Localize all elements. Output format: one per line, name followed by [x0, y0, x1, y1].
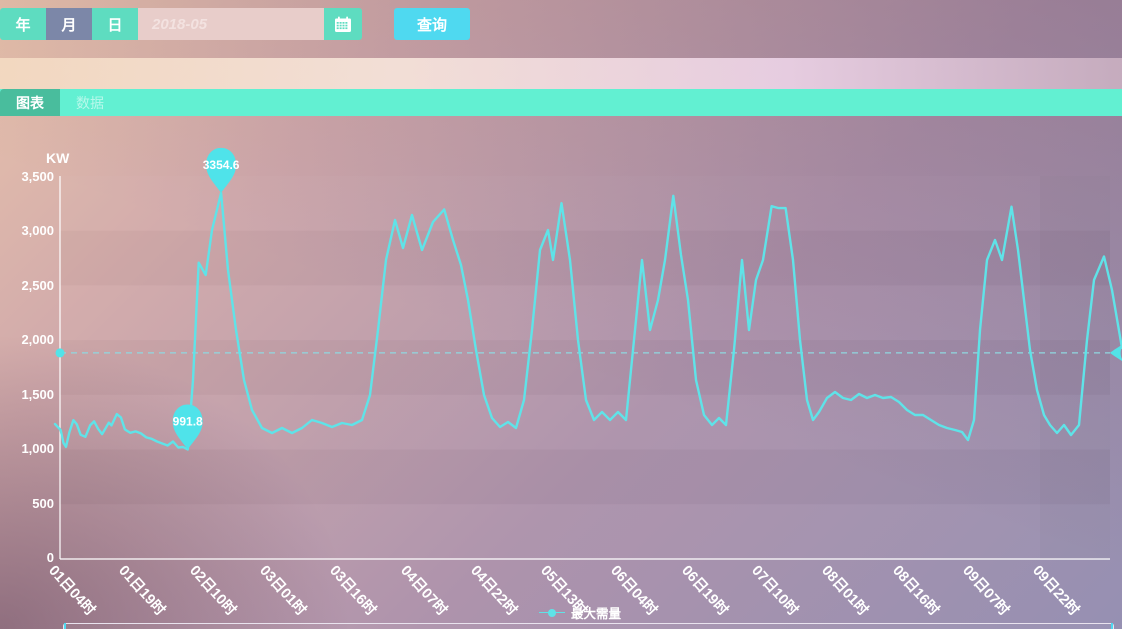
- svg-text:991.8: 991.8: [173, 415, 203, 429]
- svg-text:3354.6: 3354.6: [203, 158, 240, 172]
